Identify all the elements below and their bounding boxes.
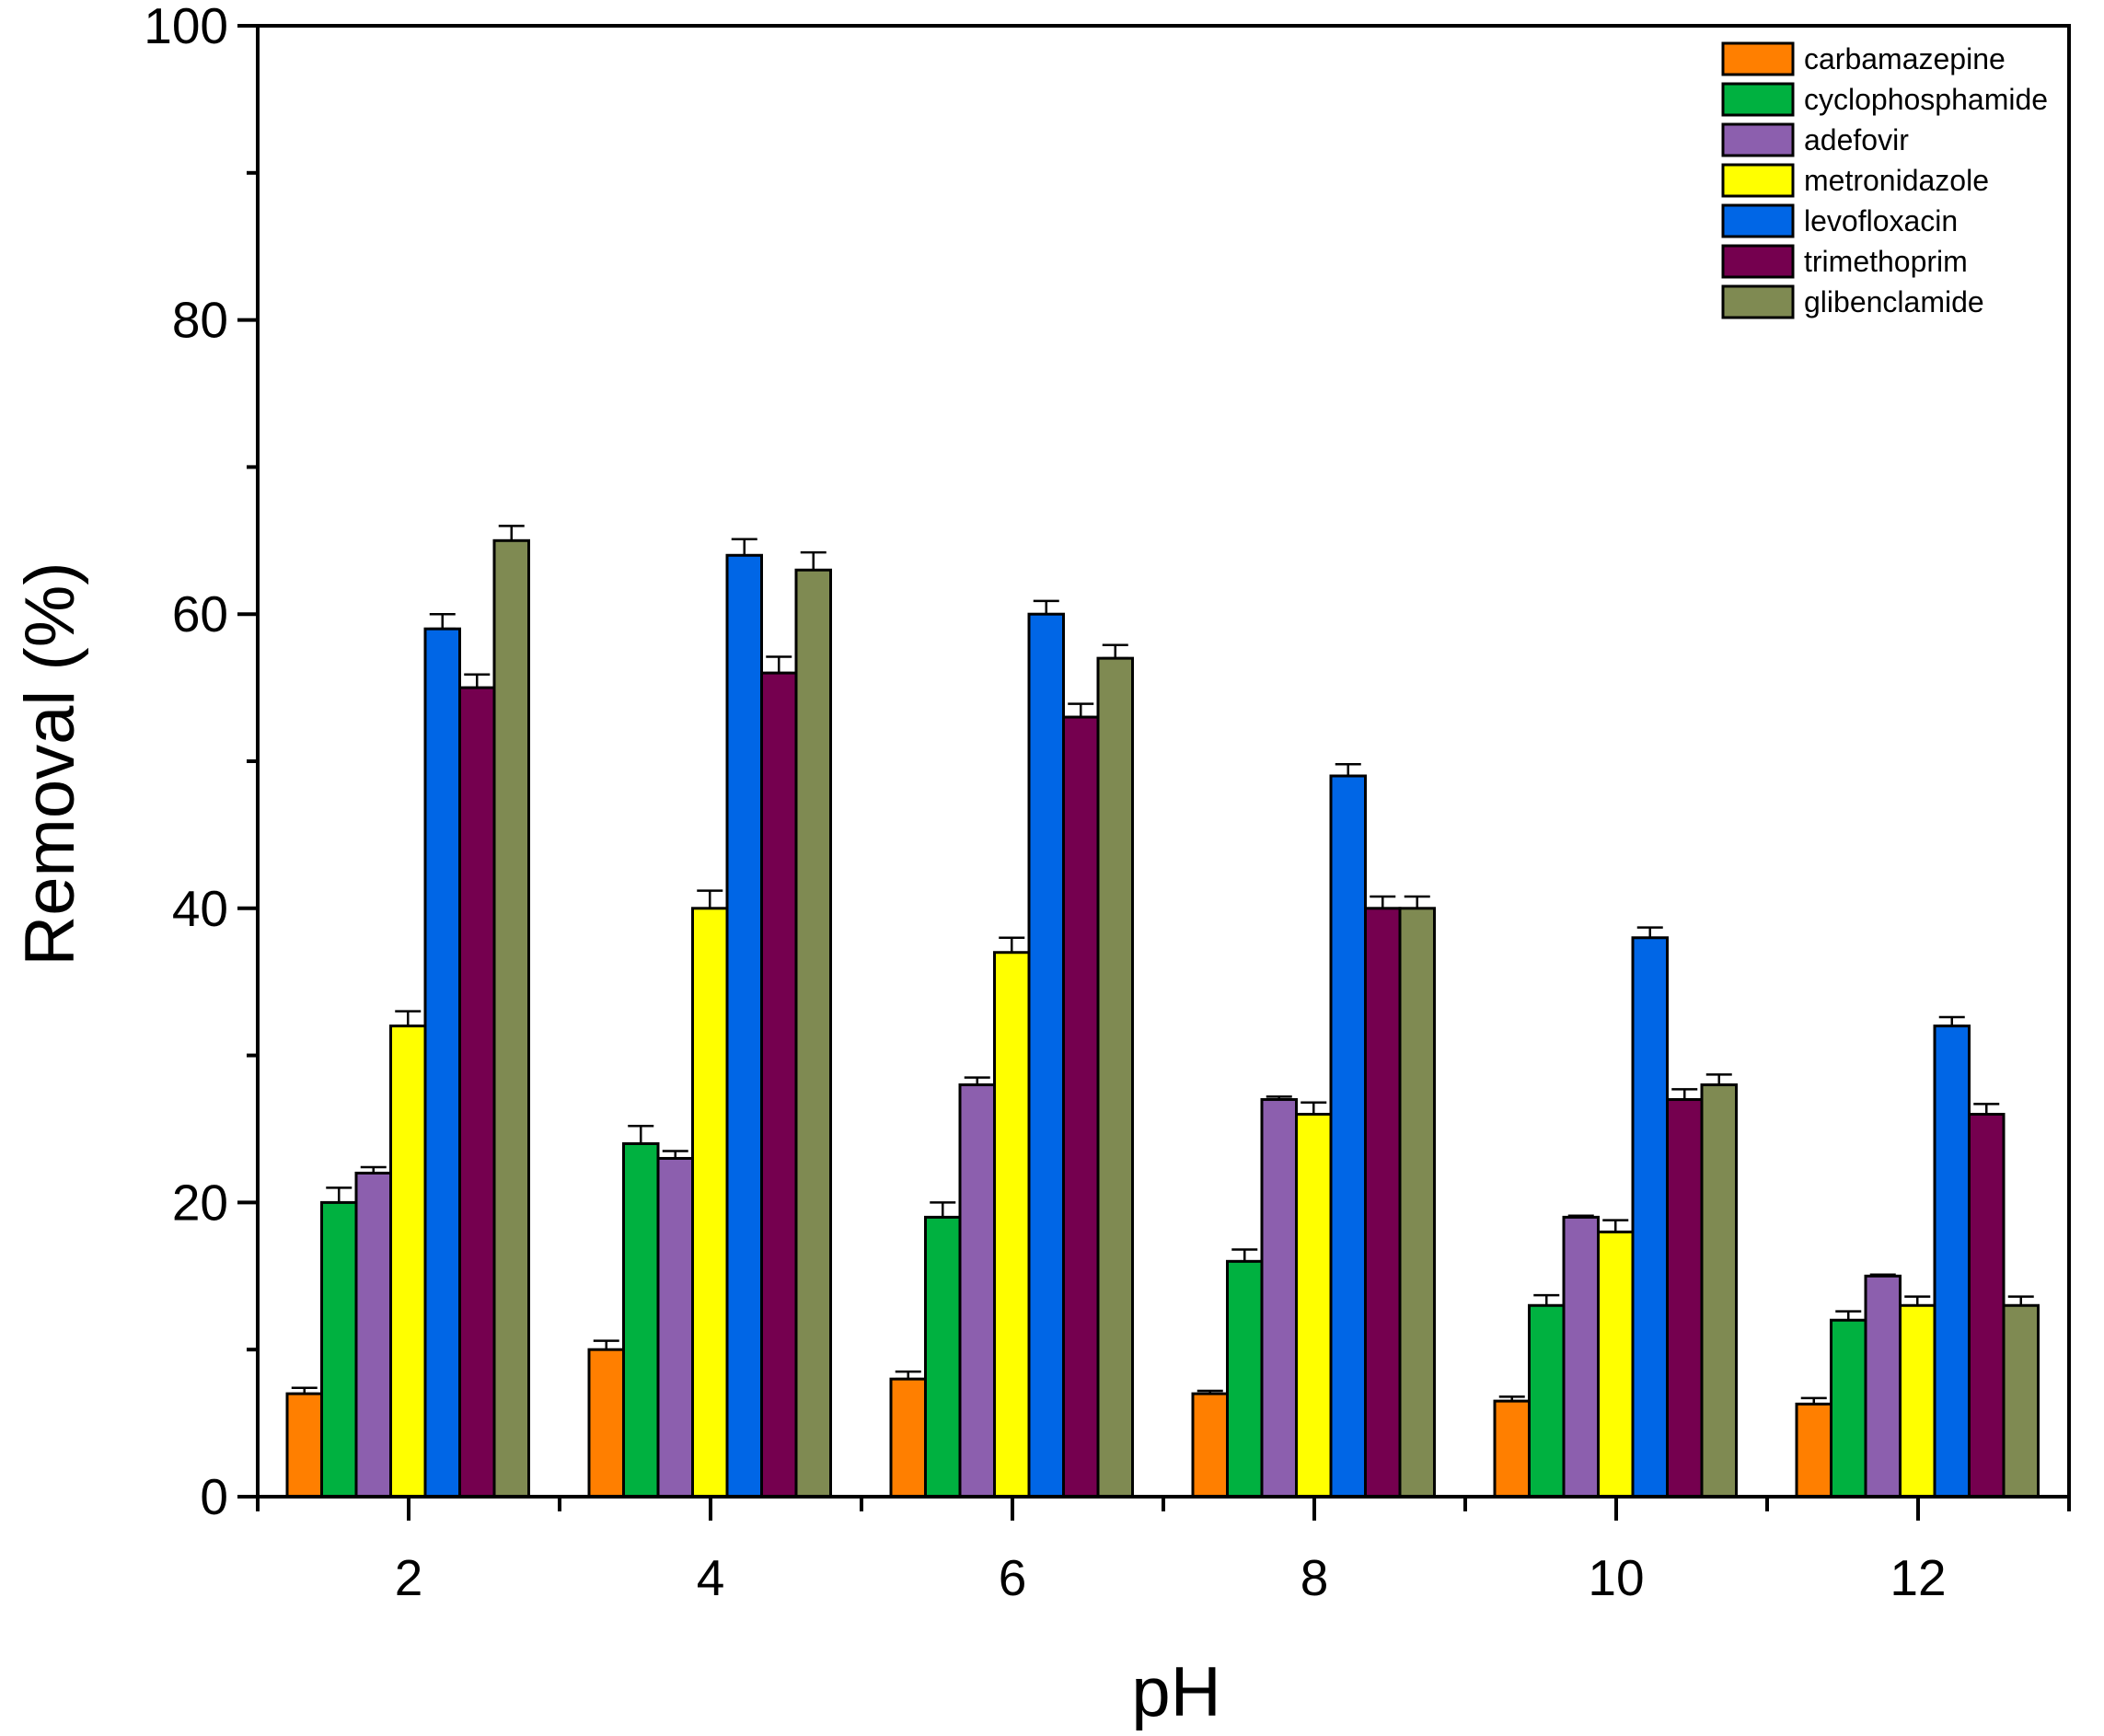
- x-tick-label: 10: [1588, 1549, 1644, 1606]
- legend: carbamazepine cyclophosphamide adefovir met…: [1721, 41, 2048, 319]
- y-tick-label: 40: [172, 880, 228, 937]
- legend-swatch-trimethoprim: [1721, 244, 1795, 279]
- bar-metronidazole-ph-6: [993, 951, 1031, 1499]
- bar-cyclophosphamide-ph-10: [1528, 1303, 1566, 1499]
- legend-label-glibenclamide: glibenclamide: [1804, 285, 1984, 318]
- legend-swatch-adefovir: [1721, 122, 1795, 157]
- bar-glibenclamide-ph-6: [1096, 656, 1134, 1499]
- legend-label-levofloxacin: levofloxacin: [1804, 204, 1958, 237]
- legend-label-metronidazole: metronidazole: [1804, 164, 1989, 197]
- bar-glibenclamide-ph-4: [794, 568, 832, 1499]
- bar-glibenclamide-ph-2: [492, 538, 530, 1499]
- bar-levofloxacin-ph-6: [1027, 612, 1065, 1499]
- bar-metronidazole-ph-2: [389, 1024, 427, 1499]
- legend-swatch-glibenclamide: [1721, 284, 1795, 319]
- x-tick-label: 12: [1890, 1549, 1946, 1606]
- bar-trimethoprim-ph-12: [1968, 1113, 2006, 1499]
- y-tick-label: 20: [172, 1174, 228, 1231]
- bar-adefovir-ph-10: [1562, 1215, 1600, 1499]
- legend-label-trimethoprim: trimethoprim: [1804, 245, 1968, 278]
- bar-carbamazepine-ph-12: [1795, 1402, 1832, 1499]
- x-tick-label: 6: [999, 1549, 1027, 1606]
- bar-metronidazole-ph-4: [691, 907, 729, 1499]
- legend-label-adefovir: adefovir: [1804, 123, 1909, 156]
- bar-cyclophosphamide-ph-4: [622, 1141, 660, 1499]
- bar-cyclophosphamide-ph-8: [1226, 1259, 1264, 1499]
- legend-swatch-cyclophosphamide: [1721, 82, 1795, 117]
- bar-glibenclamide-ph-8: [1398, 907, 1436, 1499]
- legend-swatch-metronidazole: [1721, 163, 1795, 198]
- x-tick-label: 4: [697, 1549, 725, 1606]
- legend-label-carbamazepine: carbamazepine: [1804, 42, 2006, 75]
- bar-adefovir-ph-8: [1260, 1098, 1298, 1499]
- bar-adefovir-ph-2: [354, 1171, 392, 1499]
- bar-trimethoprim-ph-6: [1062, 715, 1100, 1499]
- legend-label-cyclophosphamide: cyclophosphamide: [1804, 83, 2048, 116]
- bar-carbamazepine-ph-6: [889, 1377, 927, 1499]
- bar-levofloxacin-ph-10: [1631, 936, 1669, 1499]
- bar-cyclophosphamide-ph-12: [1830, 1318, 1867, 1499]
- bar-cyclophosphamide-ph-6: [924, 1215, 962, 1499]
- y-tick-label: 0: [200, 1468, 228, 1525]
- bar-metronidazole-ph-8: [1295, 1113, 1333, 1499]
- bar-adefovir-ph-6: [958, 1083, 996, 1499]
- bar-carbamazepine-ph-2: [285, 1392, 323, 1499]
- bar-carbamazepine-ph-8: [1191, 1392, 1229, 1499]
- bar-adefovir-ph-4: [656, 1156, 694, 1499]
- bar-metronidazole-ph-10: [1597, 1230, 1635, 1499]
- bar-adefovir-ph-12: [1864, 1274, 1902, 1499]
- x-tick-label: 8: [1301, 1549, 1329, 1606]
- bar-carbamazepine-ph-10: [1493, 1399, 1531, 1499]
- legend-swatch-carbamazepine: [1721, 41, 1795, 76]
- bar-trimethoprim-ph-2: [458, 686, 496, 1499]
- bar-levofloxacin-ph-2: [423, 627, 461, 1499]
- bar-trimethoprim-ph-8: [1364, 907, 1402, 1499]
- x-axis-title: pH: [1131, 1653, 1220, 1731]
- bar-glibenclamide-ph-10: [1700, 1083, 1738, 1499]
- bar-cyclophosphamide-ph-2: [320, 1200, 358, 1499]
- bar-trimethoprim-ph-10: [1666, 1098, 1704, 1499]
- bar-levofloxacin-ph-12: [1933, 1024, 1971, 1499]
- y-tick-label: 60: [172, 585, 228, 642]
- legend-swatch-levofloxacin: [1721, 203, 1795, 238]
- x-tick-label: 2: [395, 1549, 423, 1606]
- bar-trimethoprim-ph-4: [760, 671, 798, 1499]
- y-tick-label: 100: [144, 0, 228, 54]
- bar-metronidazole-ph-12: [1899, 1303, 1936, 1499]
- y-tick-label: 80: [172, 292, 228, 349]
- axis-layer: 0 20 40 60 80 100 2 4 6 8 10 12: [144, 0, 2071, 1606]
- y-axis-title: Removal (%): [11, 561, 89, 966]
- bar-levofloxacin-ph-8: [1329, 774, 1367, 1499]
- bar-carbamazepine-ph-4: [587, 1348, 625, 1499]
- bars-layer: [285, 525, 2040, 1499]
- bar-glibenclamide-ph-12: [2002, 1303, 2040, 1499]
- bar-levofloxacin-ph-4: [725, 553, 763, 1499]
